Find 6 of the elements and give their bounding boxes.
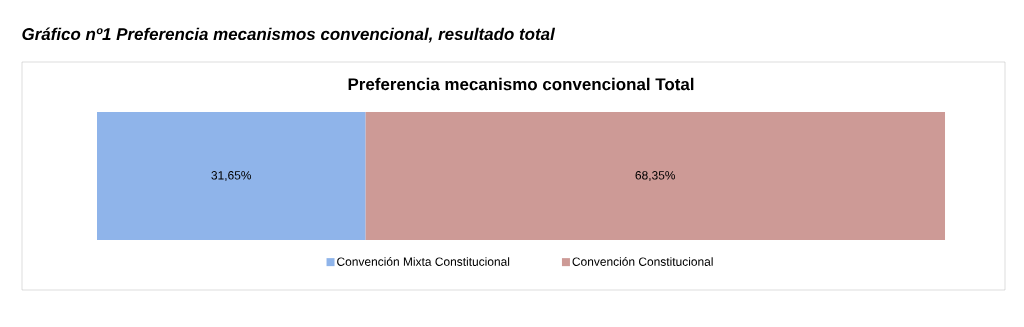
data-label: 31,65%	[211, 171, 252, 181]
legend-label: Convención Mixta Constitucional	[337, 256, 510, 266]
chart-title: Gráfico nº1 Preferencia mecanismos convencional, resultado total	[22, 27, 556, 43]
data-label: 68,35%	[635, 171, 676, 181]
chart-subtitle: Preferencia mecanismo convencional Total	[348, 77, 694, 91]
legend-label: Convención Constitucional	[572, 256, 713, 266]
